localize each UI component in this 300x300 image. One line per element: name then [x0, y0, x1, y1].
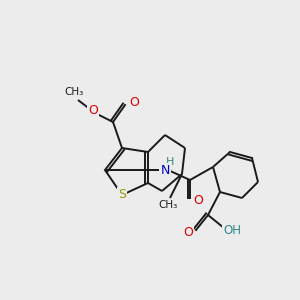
Text: N: N	[160, 164, 170, 178]
Text: CH₃: CH₃	[64, 87, 84, 97]
Text: CH₃: CH₃	[158, 200, 178, 210]
Text: O: O	[193, 194, 203, 206]
Text: O: O	[129, 97, 139, 110]
Text: S: S	[118, 188, 126, 202]
Text: O: O	[88, 104, 98, 118]
Text: OH: OH	[223, 224, 241, 236]
Text: H: H	[166, 157, 174, 167]
Text: O: O	[183, 226, 193, 238]
